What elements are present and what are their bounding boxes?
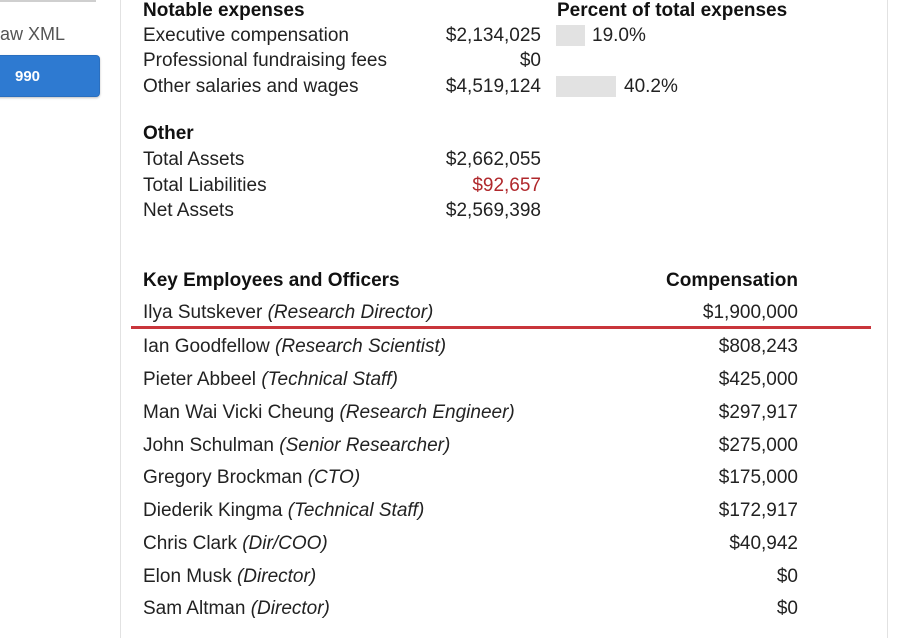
- employee-compensation: $0: [776, 566, 798, 587]
- expense-value: $2,134,025: [445, 25, 541, 46]
- employee-role: (CTO): [307, 467, 361, 488]
- expense-label: Other salaries and wages: [143, 76, 359, 97]
- employee-role: (Director): [236, 566, 317, 587]
- expense-label: Executive compensation: [143, 25, 349, 46]
- employee-compensation: $0: [776, 598, 798, 619]
- employee-row: Elon Musk (Director): [143, 566, 316, 588]
- notable-expenses-heading: Notable expenses: [143, 0, 305, 21]
- employee-role: (Senior Researcher): [279, 435, 451, 456]
- employee-role: (Technical Staff): [261, 369, 398, 390]
- expense-value: $0: [519, 50, 541, 71]
- other-label: Total Liabilities: [143, 175, 267, 196]
- expense-label: Professional fundraising fees: [143, 50, 387, 71]
- percent-heading: Percent of total expenses: [557, 0, 788, 21]
- employee-row: Sam Altman (Director): [143, 598, 330, 620]
- employee-name: Gregory Brockman: [143, 467, 303, 488]
- employee-compensation: $275,000: [718, 435, 798, 456]
- employee-row: Ilya Sutskever (Research Director): [143, 302, 433, 324]
- employee-name: Pieter Abbeel: [143, 369, 257, 390]
- percent-bar: [556, 25, 585, 46]
- employee-role: (Dir/COO): [242, 533, 328, 554]
- employee-compensation: $297,917: [718, 402, 798, 423]
- employee-name: Elon Musk: [143, 566, 232, 587]
- other-value-liabilities: $92,657: [472, 175, 541, 196]
- percent-bar: [556, 76, 617, 97]
- employee-compensation: $425,000: [718, 369, 798, 390]
- employee-role: (Director): [250, 598, 330, 619]
- employee-name: John Schulman: [143, 435, 274, 456]
- employee-name: Ilya Sutskever: [143, 302, 263, 323]
- employees-heading: Key Employees and Officers: [143, 270, 400, 291]
- sidebar-divider: [0, 0, 96, 2]
- employee-row: Pieter Abbeel (Technical Staff): [143, 369, 398, 391]
- employee-row: John Schulman (Senior Researcher): [143, 435, 450, 457]
- percent-label: 40.2%: [624, 76, 678, 97]
- employee-role: (Research Director): [267, 302, 434, 323]
- employee-role: (Technical Staff): [287, 500, 425, 521]
- employee-name: Ian Goodfellow: [143, 336, 270, 357]
- employee-name: Diederik Kingma: [143, 500, 283, 521]
- raw-xml-link[interactable]: aw XML: [0, 24, 66, 44]
- employee-compensation: $1,900,000: [702, 302, 798, 323]
- employee-compensation: $808,243: [718, 336, 798, 357]
- employee-row: Chris Clark (Dir/COO): [143, 533, 328, 555]
- employee-name: Chris Clark: [143, 533, 237, 554]
- employee-compensation: $175,000: [718, 467, 798, 488]
- employee-name: Man Wai Vicki Cheung: [143, 402, 335, 423]
- highlight-rule: [131, 326, 871, 329]
- employee-compensation: $40,942: [729, 533, 798, 554]
- percent-label: 19.0%: [592, 25, 646, 46]
- employee-name: Sam Altman: [143, 598, 246, 619]
- employee-compensation: $172,917: [718, 500, 798, 521]
- other-value: $2,569,398: [445, 200, 541, 221]
- employee-row: Gregory Brockman (CTO): [143, 467, 360, 489]
- employee-row: Man Wai Vicki Cheung (Research Engineer): [143, 402, 515, 424]
- other-label: Total Assets: [143, 149, 245, 170]
- employee-role: (Research Engineer): [339, 402, 515, 423]
- filing-panel: [120, 0, 888, 638]
- expense-value: $4,519,124: [445, 76, 541, 97]
- employee-row: Ian Goodfellow (Research Scientist): [143, 336, 446, 358]
- other-label: Net Assets: [143, 200, 234, 221]
- employee-role: (Research Scientist): [275, 336, 447, 357]
- other-heading: Other: [143, 123, 194, 144]
- employee-row: Diederik Kingma (Technical Staff): [143, 500, 424, 522]
- form-990-button[interactable]: 990: [0, 55, 100, 97]
- other-value: $2,662,055: [445, 149, 541, 170]
- compensation-heading: Compensation: [666, 270, 798, 291]
